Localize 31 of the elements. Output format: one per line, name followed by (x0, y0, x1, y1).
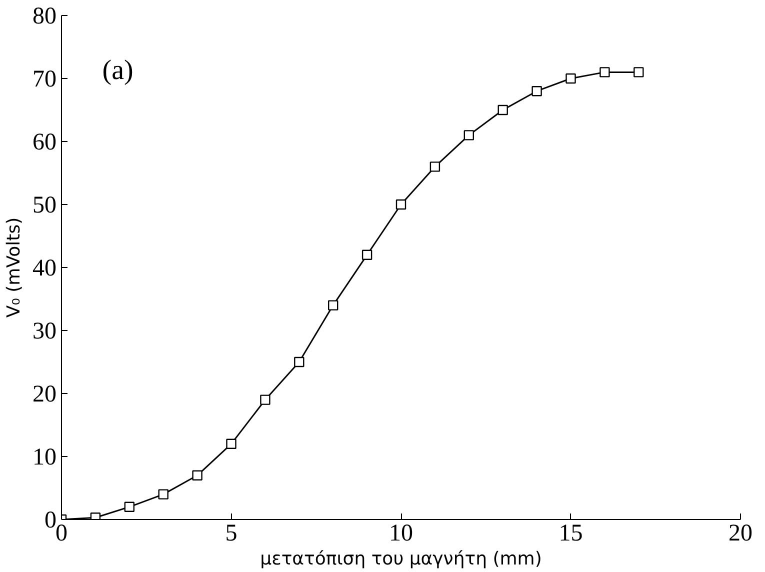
point (600, 67, 610, 78)
y-tick-label: 10 (32, 444, 56, 470)
x-axis-title: μετατόπιση του μαγνήτη (mm) (260, 548, 542, 570)
x-tick-label: 20 (728, 520, 752, 546)
point (158, 489, 168, 500)
x-tick-label: 10 (389, 520, 413, 546)
x-tick-label: 5 (225, 520, 238, 546)
y-tick-label: 20 (32, 382, 56, 408)
point (430, 162, 440, 172)
point (566, 73, 576, 84)
point (464, 130, 474, 140)
x-tick-label: 15 (558, 520, 583, 546)
point (498, 104, 508, 116)
point (362, 250, 372, 260)
y-tick-label: 30 (32, 318, 56, 344)
y-tick-label: 70 (32, 66, 56, 92)
y-tick-label: 60 (32, 130, 56, 156)
y-tick-label: 50 (32, 192, 56, 218)
y-tick-label: 80 (32, 4, 56, 30)
annotation: (a) (102, 55, 134, 86)
point (226, 438, 236, 449)
point (396, 199, 406, 210)
point (192, 470, 202, 480)
point (532, 86, 542, 96)
point (634, 67, 644, 78)
point (124, 502, 134, 512)
point (328, 300, 338, 310)
point (260, 394, 270, 405)
y-axis-title: V₀ (mVolts) (4, 217, 24, 318)
point (294, 356, 304, 368)
y-tick-label: 40 (32, 256, 56, 282)
